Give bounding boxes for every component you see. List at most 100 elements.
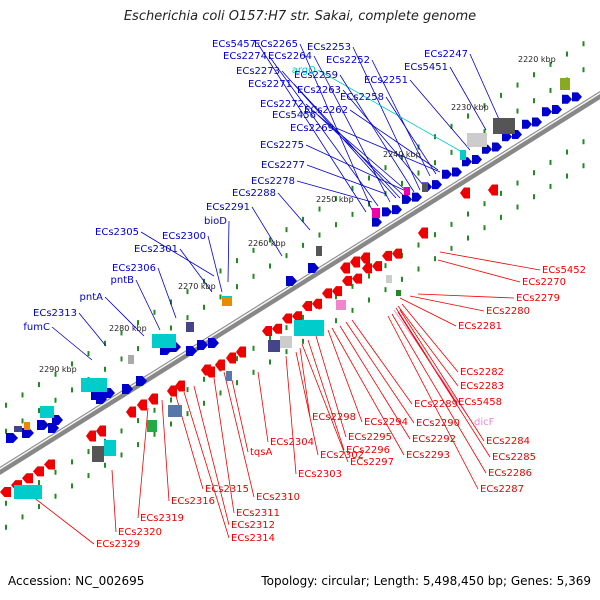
tick-mark (302, 314, 304, 320)
upper-gene-label: ECs2306 (112, 263, 156, 274)
topology-text: Topology: circular; Length: 5,498,450 bp… (261, 574, 591, 588)
tick-mark (285, 325, 288, 331)
upper-gene-label: ECs2274 (223, 51, 267, 62)
tick-mark (120, 356, 123, 362)
forward-gene-arrow (492, 142, 502, 152)
right-gene-label: ECs2282 (460, 367, 504, 378)
label-leader (78, 312, 107, 347)
tick-mark (21, 418, 24, 424)
pseudogene-block (316, 246, 322, 256)
upper-gene-label: ECs2305 (95, 227, 139, 238)
tick-mark (38, 408, 40, 414)
tick-mark (137, 418, 139, 424)
tick-mark (450, 123, 453, 129)
reverse-gene-arrow (382, 250, 392, 261)
forward-gene-arrow (402, 194, 412, 204)
forward-gene-arrow (136, 376, 147, 386)
kbp-marker: 2250 kbp (316, 195, 354, 204)
label-leader (157, 267, 177, 319)
label-leader (399, 297, 457, 327)
tick-mark (104, 462, 106, 468)
tick-mark (549, 87, 552, 93)
label-leader (268, 55, 379, 207)
label-leader (387, 315, 479, 490)
label-leader (307, 339, 345, 451)
label-leader (391, 313, 487, 474)
tick-mark (186, 315, 189, 321)
misc-feature-block (560, 78, 570, 90)
label-leader (161, 399, 170, 502)
tick-mark (533, 194, 535, 200)
kbp-marker: 2240 kbp (383, 150, 421, 159)
lower-gene-label: ECs2314 (231, 533, 275, 544)
label-leader (179, 248, 213, 293)
reverse-gene-arrow (272, 323, 282, 334)
label-leader (409, 295, 485, 312)
reverse-gene-arrow (322, 288, 332, 299)
label-leader (317, 69, 463, 153)
tick-mark (516, 204, 519, 210)
forward-gene-arrow (442, 169, 452, 179)
reverse-gene-arrow (340, 262, 350, 274)
tick-mark (54, 397, 57, 403)
label-leader (257, 43, 367, 213)
tick-mark (170, 397, 172, 403)
upper-gene-label: ECs2253 (307, 42, 351, 53)
tick-mark (137, 346, 139, 352)
reverse-gene-arrow (332, 286, 342, 297)
tick-mark (335, 222, 337, 228)
tick-mark (566, 173, 568, 179)
tick-mark (582, 163, 585, 169)
tick-mark (5, 500, 7, 506)
lower-gene-label: ECs2292 (412, 434, 456, 445)
forward-gene-arrow (48, 423, 59, 433)
tick-mark (87, 473, 90, 479)
tick-mark (236, 284, 238, 290)
label-leader (315, 335, 347, 438)
tick-mark (582, 139, 585, 145)
rna-block (294, 320, 324, 336)
tick-mark (582, 41, 585, 47)
tick-mark (401, 276, 403, 282)
tick-mark (104, 340, 106, 346)
tick-mark (120, 452, 123, 458)
forward-gene-arrow (382, 207, 392, 217)
reverse-gene-arrow (226, 352, 236, 364)
map-title: Escherichia coli O157:H7 str. Sakai, com… (123, 9, 477, 24)
forward-gene-arrow (522, 119, 532, 129)
forward-rna-block (81, 378, 107, 392)
kbp-marker: 2290 kbp (39, 365, 77, 374)
tick-mark (54, 469, 57, 475)
reverse-gene-arrow (201, 364, 211, 376)
reverse-gene-arrow (175, 380, 185, 392)
tick-mark (533, 98, 535, 104)
label-leader (401, 303, 459, 373)
reverse-gene-arrow (167, 385, 177, 397)
tick-mark (203, 304, 205, 310)
misc-feature-block (186, 322, 194, 332)
upper-gene-label: fumC (23, 322, 50, 333)
tick-mark (500, 92, 502, 98)
label-leader (231, 379, 249, 453)
forward-gene-arrow (472, 155, 482, 165)
upper-gene-label: ECs5457 (212, 39, 256, 50)
genome-backbone-highlight (0, 92, 600, 470)
tick-mark (417, 242, 420, 248)
pseudogene-block (280, 336, 292, 348)
kbp-marker: 2220 kbp (518, 55, 556, 64)
tick-mark (252, 247, 255, 253)
reverse-gene-arrow (33, 466, 44, 477)
right-gene-label: ECs2286 (488, 468, 532, 479)
tick-mark (434, 256, 436, 262)
tick-mark (153, 309, 156, 315)
tick-mark (252, 273, 255, 279)
upper-gene-label: pntB (111, 275, 135, 286)
label-leader (213, 377, 235, 514)
tick-mark (318, 232, 321, 238)
pseudogene-block (92, 446, 104, 462)
right-gene-label: ECs2280 (486, 306, 530, 317)
upper-gene-label: ECs2269 (290, 123, 334, 134)
kbp-marker: 2230 kbp (451, 103, 489, 112)
